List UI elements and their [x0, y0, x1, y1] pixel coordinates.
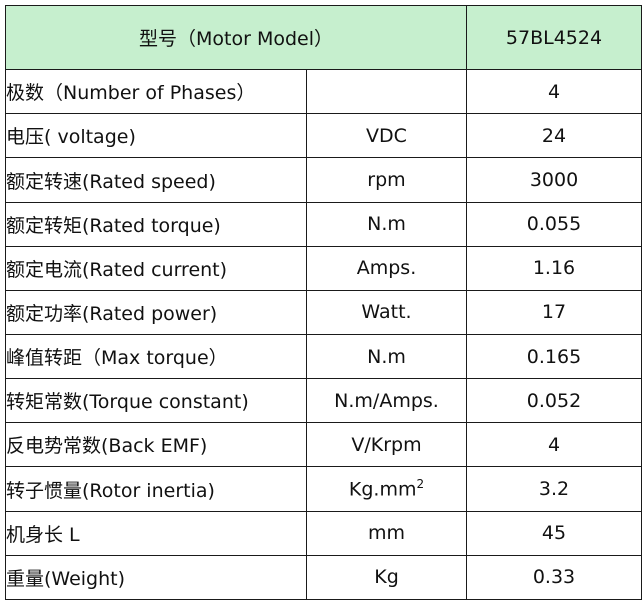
param-unit: Kg	[306, 554, 467, 601]
param-name: 机身长 L	[5, 510, 307, 556]
param-unit: N.m	[306, 201, 467, 247]
table-header-row: 型号（Motor Model） 57BL4524	[5, 4, 642, 71]
param-name: 额定电流(Rated current)	[5, 245, 307, 291]
param-unit: mm	[306, 510, 467, 556]
param-unit: V/Krpm	[306, 422, 467, 468]
param-value: 0.055	[466, 201, 642, 247]
param-name: 电压( voltage)	[5, 113, 307, 159]
model-label: 型号（Motor Model）	[5, 4, 467, 71]
table-row: 机身长 L mm 45	[5, 510, 642, 556]
table-row: 峰值转距（Max torque） N.m 0.165	[5, 334, 642, 380]
param-value: 0.33	[466, 554, 642, 601]
table-row: 转子惯量(Rotor inertia) Kg.mm2 3.2	[5, 466, 642, 512]
param-value: 4	[466, 69, 642, 115]
param-name: 峰值转距（Max torque）	[5, 334, 307, 380]
table-row: 重量(Weight) Kg 0.33	[5, 554, 642, 601]
table-row: 极数（Number of Phases） 4	[5, 69, 642, 115]
param-name: 极数（Number of Phases）	[5, 69, 307, 115]
table-row: 额定功率(Rated power) Watt. 17	[5, 289, 642, 336]
param-unit: VDC	[306, 113, 467, 159]
table-row: 额定电流(Rated current) Amps. 1.16	[5, 245, 642, 291]
param-unit: N.m	[306, 334, 467, 380]
param-value: 3000	[466, 157, 642, 203]
param-unit: N.m/Amps.	[306, 378, 467, 424]
param-name: 转矩常数(Torque constant)	[5, 378, 307, 424]
param-value: 0.165	[466, 334, 642, 380]
param-value: 45	[466, 510, 642, 556]
param-value: 1.16	[466, 245, 642, 291]
param-value: 3.2	[466, 466, 642, 512]
param-name: 额定功率(Rated power)	[5, 289, 307, 336]
param-name: 重量(Weight)	[5, 554, 307, 601]
model-value: 57BL4524	[466, 4, 642, 71]
param-value: 0.052	[466, 378, 642, 424]
param-value: 4	[466, 422, 642, 468]
table-row: 转矩常数(Torque constant) N.m/Amps. 0.052	[5, 378, 642, 424]
table-row: 反电势常数(Back EMF) V/Krpm 4	[5, 422, 642, 468]
param-name: 额定转矩(Rated torque)	[5, 201, 307, 247]
param-name: 反电势常数(Back EMF)	[5, 422, 307, 468]
param-unit: Amps.	[306, 245, 467, 291]
param-name: 转子惯量(Rotor inertia)	[5, 466, 307, 512]
unit-superscript: 2	[416, 477, 425, 492]
table-row: 额定转速(Rated speed) rpm 3000	[5, 157, 642, 203]
param-unit: rpm	[306, 157, 467, 203]
param-unit	[306, 69, 467, 115]
unit-text: Kg.mm	[348, 478, 417, 501]
param-value: 17	[466, 289, 642, 336]
param-name: 额定转速(Rated speed)	[5, 157, 307, 203]
param-unit: Watt.	[306, 289, 467, 336]
param-value: 24	[466, 113, 642, 159]
param-unit: Kg.mm2	[306, 466, 467, 512]
table-row: 额定转矩(Rated torque) N.m 0.055	[5, 201, 642, 247]
motor-spec-table: 型号（Motor Model） 57BL4524 极数（Number of Ph…	[5, 4, 642, 601]
table-row: 电压( voltage) VDC 24	[5, 113, 642, 159]
